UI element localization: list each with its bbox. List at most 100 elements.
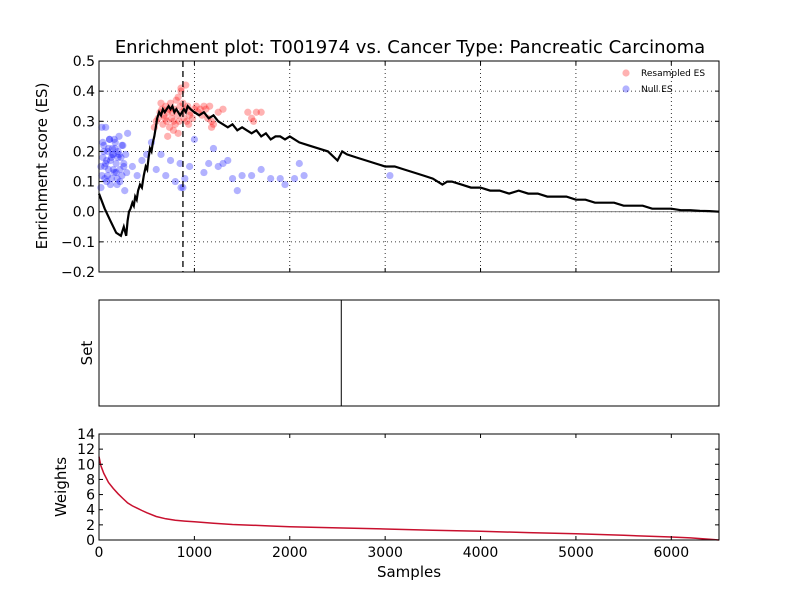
null-es-point (105, 135, 114, 143)
null-es-point (101, 174, 109, 183)
es-line (97, 103, 720, 238)
resampled-es-point (196, 105, 204, 113)
null-es-point (107, 153, 115, 162)
resampled-es-point (248, 114, 256, 122)
resampled-es-point (219, 105, 227, 113)
null-es-point (233, 187, 241, 195)
resampled-es-point (159, 120, 167, 128)
es-y-tick-label: 0.4 (73, 84, 95, 100)
resampled-es-point (192, 102, 200, 110)
resampled-es-point (174, 93, 182, 101)
resampled-es-point (172, 96, 180, 104)
null-es-point (103, 171, 112, 180)
null-es-point (113, 180, 121, 189)
es-y-axis-label: Enrichment score (ES) (33, 83, 51, 250)
null-es-point (248, 171, 256, 180)
null-es-point (99, 153, 107, 162)
resampled-es-point (209, 120, 218, 128)
null-es-point (116, 177, 124, 186)
weights-x-tick-label: 5000 (558, 545, 594, 561)
null-es-point (186, 162, 194, 171)
resampled-es-point (188, 114, 197, 122)
null-es-point (104, 144, 113, 153)
null-es-point (176, 159, 184, 168)
null-es-point (107, 174, 115, 183)
null-es-point (257, 165, 265, 174)
null-es-point (152, 165, 160, 174)
null-es-point (209, 144, 218, 153)
null-es-point (128, 162, 136, 171)
null-es-point (200, 168, 208, 177)
null-es-point (205, 159, 213, 168)
null-es-point (98, 171, 106, 180)
null-es-point (103, 156, 111, 165)
resampled-es-point (169, 117, 177, 125)
resampled-es-point (183, 117, 191, 125)
resampled-es-point (174, 129, 182, 137)
resampled-es-point (206, 102, 214, 110)
resampled-es-point (257, 108, 265, 116)
legend-null-label: Null ES (641, 85, 673, 95)
null-es-point (108, 144, 116, 153)
weights-y-tick-label: 12 (77, 442, 95, 458)
es-y-tick-label: −0.2 (61, 265, 95, 281)
weights-x-tick-label: 0 (95, 545, 104, 561)
null-es-point (123, 168, 131, 177)
null-es-point (98, 123, 106, 131)
null-es-point (290, 174, 299, 183)
null-es-point (116, 165, 124, 174)
resampled-es-point (164, 132, 172, 140)
null-es-point (122, 150, 130, 159)
resampled-es-point (207, 117, 216, 125)
null-es-point (121, 187, 129, 195)
resampled-es-point (214, 108, 222, 116)
weights-x-tick-label: 2000 (272, 545, 308, 561)
resampled-es-point (249, 117, 258, 125)
x-axis-label: Samples (377, 563, 441, 581)
null-es-point (166, 156, 175, 165)
es-y-tick-label: 0.3 (73, 114, 95, 130)
null-es-point (97, 184, 105, 192)
chart-title: Enrichment plot: T001974 vs. Cancer Type… (115, 37, 705, 58)
es-panel: −0.2 −0.1 0.0 0.1 0.2 0.3 0.4 0.5 Resampled ES Nu… (61, 54, 720, 281)
weights-x-tick-label: 4000 (463, 545, 499, 561)
weights-y-axis-label: Weights (52, 457, 70, 517)
null-es-point (110, 168, 118, 177)
null-es-point (120, 162, 128, 171)
resampled-es-point (175, 117, 183, 125)
null-es-point (111, 144, 119, 153)
null-es-point (106, 180, 115, 189)
null-es-point (157, 150, 165, 159)
es-y-tick-label: 0.5 (73, 54, 95, 70)
legend-resampled-marker (622, 69, 630, 77)
null-es-point (112, 159, 120, 168)
es-legend: Resampled ES Null ES (622, 69, 705, 95)
resampled-es-point (180, 114, 188, 122)
null-es-point (104, 165, 113, 174)
null-es-point (118, 141, 126, 149)
weights-x-tick-label: 1000 (177, 545, 213, 561)
null-es-point (100, 141, 108, 149)
resampled-es-point (207, 123, 216, 131)
null-es-point (115, 150, 123, 159)
weights-y-tick-label: 0 (86, 533, 95, 549)
resampled-es-point (182, 81, 190, 89)
resampled-es-point (252, 108, 260, 116)
null-es-point (138, 156, 146, 165)
null-es-point (106, 156, 115, 165)
null-es-point (214, 162, 222, 171)
null-es-point (228, 174, 237, 183)
resampled-es-point (176, 102, 184, 110)
resampled-es-point (167, 114, 176, 122)
resampled-es-point (244, 108, 252, 116)
resampled-es-point (161, 114, 169, 122)
null-es-point (112, 168, 120, 177)
null-es-point (103, 147, 112, 156)
null-es-point (119, 141, 127, 149)
null-es-point (190, 135, 198, 143)
null-es-point (281, 180, 289, 189)
null-es-point (124, 129, 132, 137)
null-es-point (386, 171, 394, 180)
